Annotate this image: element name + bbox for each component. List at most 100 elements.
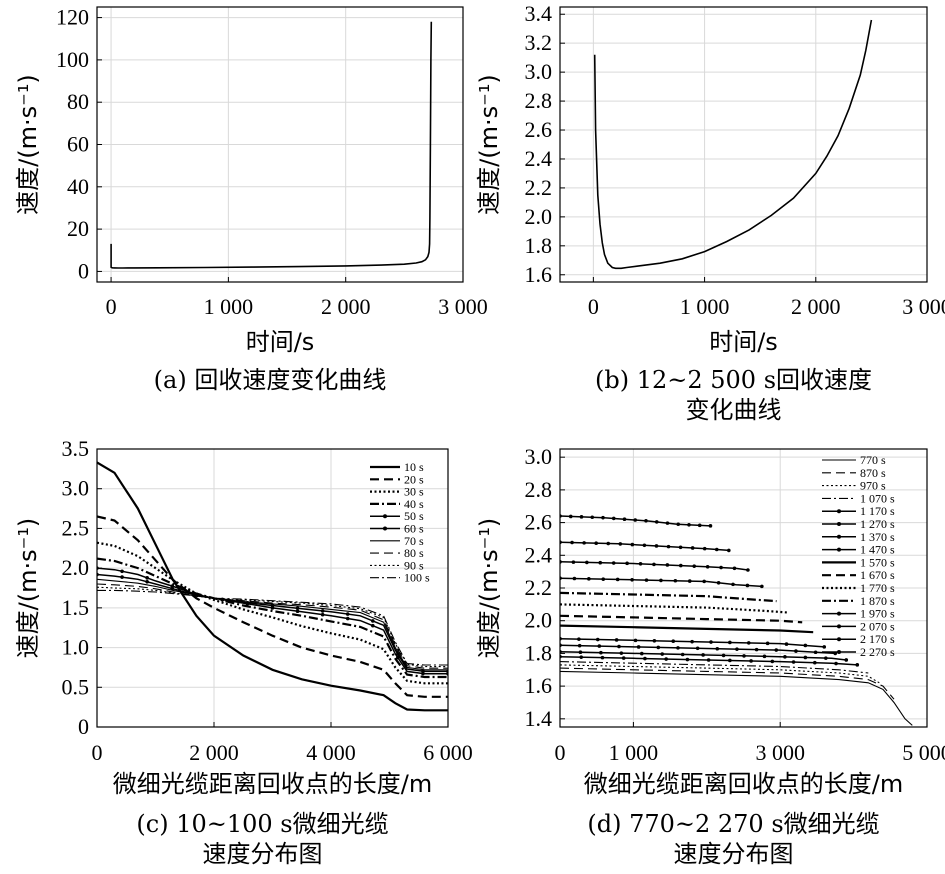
- chart-caption: 变化曲线: [686, 396, 782, 424]
- series-marker: [749, 659, 753, 663]
- series-marker: [638, 561, 643, 566]
- legend-label: 90 s: [404, 558, 424, 572]
- series-marker: [97, 566, 99, 570]
- series-marker: [614, 638, 619, 642]
- y-tick-label: 20: [67, 216, 89, 241]
- series-line-40 s: [97, 557, 448, 679]
- series-line-80 s: [97, 583, 448, 669]
- y-tick-label: 1.6: [525, 673, 553, 698]
- y-tick-label: 2.0: [525, 608, 553, 633]
- x-tick-label: 6 000: [423, 740, 473, 765]
- series-marker: [639, 651, 644, 656]
- series-marker: [644, 578, 649, 582]
- legend-marker: [383, 514, 387, 519]
- series-marker: [813, 650, 818, 655]
- legend-label: 100 s: [404, 571, 430, 585]
- legend-label: 1 970 s: [860, 607, 895, 621]
- x-tick-label: 0: [588, 294, 599, 319]
- series-marker: [690, 546, 695, 550]
- series-marker: [765, 641, 770, 646]
- series-marker: [702, 546, 707, 551]
- series-marker: [685, 657, 690, 662]
- series-marker: [687, 522, 691, 527]
- y-tick-label: 0: [78, 258, 89, 283]
- series-marker: [598, 560, 603, 565]
- y-tick-label: 3.2: [525, 30, 553, 55]
- series-marker: [697, 523, 702, 528]
- series-marker: [760, 584, 764, 589]
- x-tick-label: 2 000: [189, 740, 239, 765]
- y-axis-label: 速度/(m·s⁻¹): [14, 74, 42, 215]
- series-marker: [595, 637, 600, 642]
- x-tick-label: 3 000: [755, 740, 805, 765]
- x-tick-label: 0: [106, 294, 117, 319]
- legend-label: 2 170 s: [860, 632, 895, 646]
- series-line-100 s: [97, 589, 448, 666]
- x-tick-label: 5 000: [902, 740, 945, 765]
- legend-label: 40 s: [404, 497, 424, 511]
- series-marker: [345, 616, 350, 621]
- y-tick-label: 2.4: [525, 542, 553, 567]
- y-tick-label: 2.6: [525, 510, 553, 535]
- series-marker: [665, 563, 670, 567]
- series-group: [593, 19, 873, 270]
- series-line-回收速度: [110, 21, 433, 269]
- series-line-1 970 s: [560, 577, 762, 588]
- x-tick-label: 0: [92, 740, 103, 765]
- series-marker: [643, 656, 647, 661]
- series-marker: [678, 545, 683, 550]
- series-marker: [594, 541, 598, 546]
- series-marker: [803, 655, 808, 660]
- series-marker: [754, 647, 759, 652]
- series-line-回收速度: [593, 19, 873, 270]
- x-tick-label: 3 000: [902, 294, 945, 319]
- y-tick-label: 3.0: [525, 59, 553, 84]
- series-marker: [665, 521, 670, 525]
- series-marker: [774, 648, 779, 652]
- series-group: [97, 461, 448, 712]
- y-axis-label: 速度/(m·s⁻¹): [14, 518, 42, 659]
- y-tick-label: 1.5: [62, 595, 90, 620]
- series-marker: [622, 517, 627, 522]
- series-marker: [834, 661, 838, 666]
- series-marker: [421, 669, 425, 673]
- series-marker: [783, 655, 787, 659]
- legend-label: 1 470 s: [860, 543, 895, 557]
- series-marker: [601, 515, 605, 520]
- series-marker: [145, 576, 149, 580]
- series-marker: [145, 579, 149, 584]
- y-tick-label: 2.2: [525, 175, 553, 200]
- series-line-70 s: [97, 578, 448, 671]
- series-marker: [746, 568, 750, 572]
- series-marker: [824, 656, 828, 660]
- series-marker: [705, 564, 710, 569]
- series-marker: [687, 579, 692, 583]
- series-marker: [370, 623, 375, 628]
- chart-d: 0 1 000 3 000 5 000 1.4 1.6 1.8 2.0 2.2 2.4 2.6 2.8…: [475, 444, 945, 868]
- series-line-10 s: [97, 461, 448, 712]
- series-marker: [654, 544, 659, 548]
- series-marker: [633, 518, 638, 522]
- series-marker: [803, 643, 808, 648]
- y-tick-label: 1.6: [525, 262, 553, 287]
- series-line-1 570 s: [560, 624, 814, 634]
- series-marker: [709, 640, 713, 644]
- y-axis-label: 速度/(m·s⁻¹): [475, 518, 503, 659]
- series-marker: [560, 649, 562, 654]
- legend-label: 1 870 s: [860, 594, 895, 608]
- series-line-1 470 s: [560, 637, 825, 648]
- y-tick-label: 2.2: [525, 575, 553, 600]
- x-axis-label: 微细光缆距离回收点的长度/m: [113, 770, 432, 798]
- series-marker: [370, 619, 375, 623]
- grid: [96, 448, 449, 728]
- series-line-60 s: [97, 573, 448, 673]
- series-marker: [600, 655, 605, 660]
- series-marker: [570, 540, 574, 545]
- series-marker: [652, 562, 656, 567]
- series-marker: [571, 560, 576, 564]
- series-marker: [630, 577, 634, 582]
- series-marker: [636, 645, 641, 649]
- series-marker: [568, 514, 573, 519]
- legend-marker: [837, 547, 841, 552]
